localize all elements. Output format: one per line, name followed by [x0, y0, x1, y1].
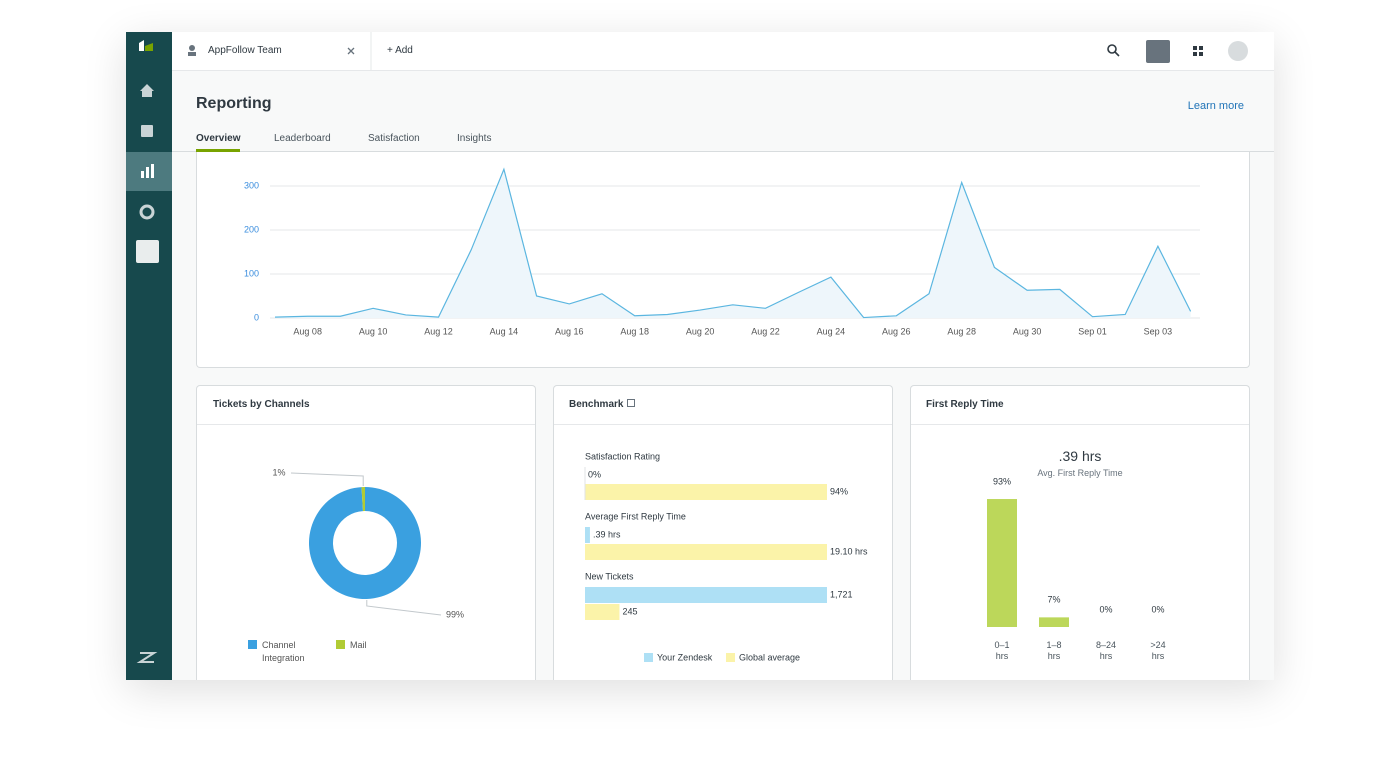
reporting-icon: [146, 167, 149, 178]
reply-time-card: [910, 385, 1250, 680]
legend-label: Mail: [350, 640, 367, 650]
summary-label: Avg. First Reply Time: [1037, 468, 1123, 478]
page-title: Reporting: [196, 95, 272, 112]
apps-icon: [1199, 46, 1203, 50]
add-button[interactable]: + Add: [387, 45, 413, 56]
tab[interactable]: Satisfaction: [368, 133, 420, 144]
x-tick-label: 1–8 hrs: [1046, 640, 1062, 661]
external-link-icon[interactable]: [627, 399, 635, 407]
card-divider: [554, 424, 892, 425]
views-icon[interactable]: [141, 125, 153, 137]
sidebar-icons: [126, 40, 172, 663]
x-tick-label: >24 hrs: [1150, 640, 1166, 661]
sidebar: [126, 32, 172, 680]
legend-label: Channel Integration: [262, 640, 305, 663]
app-icon[interactable]: [136, 240, 159, 263]
logo: [145, 43, 153, 51]
x-tick-label: 8–24 hrs: [1095, 640, 1117, 661]
close-tab[interactable]: [347, 47, 355, 55]
search-icon[interactable]: [1107, 44, 1117, 54]
avatar[interactable]: [1228, 41, 1248, 61]
zendesk-logo: [136, 652, 158, 663]
top-icons: [188, 32, 1248, 70]
summary-value: .39 hrs: [1058, 448, 1102, 464]
benchmark-card: [553, 385, 893, 680]
apps-icon[interactable]: [1193, 46, 1197, 50]
top-bar: AppFollow Team + Add: [172, 32, 1274, 71]
card-divider: [911, 424, 1249, 425]
user-icon: [189, 45, 195, 51]
channels-card: [196, 385, 536, 680]
logo: [139, 40, 144, 51]
x-tick-label: 0–1 hrs: [994, 640, 1010, 661]
card-title: Benchmark: [569, 399, 624, 410]
tab[interactable]: Overview: [196, 133, 241, 144]
card-title: Tickets by Channels: [213, 399, 310, 410]
search-icon: [1114, 51, 1120, 57]
tab[interactable]: Leaderboard: [274, 133, 331, 144]
apps-icon: [1199, 52, 1203, 56]
reporting-icon[interactable]: [141, 171, 144, 178]
tab-divider: [172, 151, 1274, 152]
volume-card: [196, 152, 1250, 368]
reporting-icon: [151, 164, 154, 178]
user-icon: [188, 52, 196, 56]
card-title: First Reply Time: [926, 399, 1004, 410]
active-tab-indicator: [196, 149, 240, 152]
tab-label[interactable]: AppFollow Team: [208, 45, 282, 56]
learn-more-link[interactable]: Learn more: [1187, 100, 1244, 112]
card-divider: [197, 424, 535, 425]
settings-icon[interactable]: [139, 204, 155, 220]
terminal-icon[interactable]: [1146, 40, 1170, 63]
tab[interactable]: Insights: [457, 133, 492, 144]
apps-icon: [1193, 52, 1197, 56]
home-icon[interactable]: [140, 84, 154, 97]
